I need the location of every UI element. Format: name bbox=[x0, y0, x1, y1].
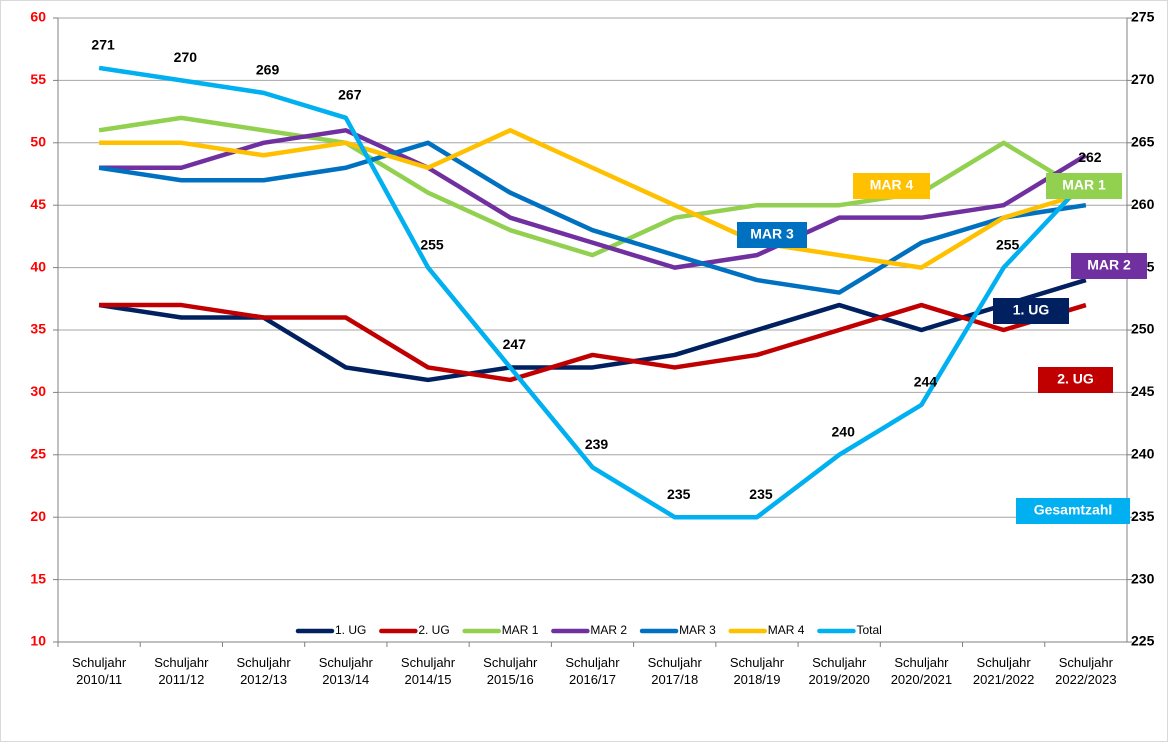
y-tick-label: 45 bbox=[30, 196, 46, 212]
y2-tick-label: 265 bbox=[1131, 134, 1155, 150]
y-tick-label: 30 bbox=[30, 383, 46, 399]
legend-label: 1. UG bbox=[335, 623, 366, 637]
x-tick-label: Schuljahr 2010/11 bbox=[72, 655, 127, 687]
annotation-text: MAR 3 bbox=[750, 226, 794, 242]
y2-tick-label: 230 bbox=[1131, 570, 1155, 586]
data-label: 269 bbox=[256, 62, 280, 78]
annotation-box bbox=[1071, 253, 1147, 279]
y2-tick-label: 225 bbox=[1131, 633, 1155, 649]
annotation-text: 2. UG bbox=[1057, 371, 1094, 387]
annotation-text: MAR 1 bbox=[1062, 177, 1106, 193]
y-tick-label: 55 bbox=[30, 71, 46, 87]
data-label: 255 bbox=[996, 236, 1020, 252]
data-label: 244 bbox=[914, 374, 938, 390]
annotation-box bbox=[993, 298, 1069, 324]
x-tick-label: Schuljahr 2014/15 bbox=[400, 655, 456, 687]
series-line bbox=[98, 140, 1087, 295]
data-label: 235 bbox=[667, 486, 691, 502]
y-tick-label: 50 bbox=[30, 134, 46, 150]
data-label: 270 bbox=[174, 49, 198, 65]
data-label: 240 bbox=[832, 424, 856, 440]
data-label: 247 bbox=[503, 336, 527, 352]
annotation-box bbox=[1016, 498, 1130, 524]
y2-tick-label: 235 bbox=[1131, 508, 1155, 524]
legend-label: MAR 3 bbox=[679, 623, 716, 637]
x-tick-label: Schuljahr 2021/2022 bbox=[972, 655, 1035, 687]
legend-label: MAR 2 bbox=[590, 623, 627, 637]
x-tick-label: Schuljahr 2018/19 bbox=[729, 655, 785, 687]
series-line bbox=[99, 128, 1088, 270]
data-label: 239 bbox=[585, 436, 609, 452]
y-tick-label: 40 bbox=[30, 258, 46, 274]
y-tick-label: 25 bbox=[30, 446, 46, 462]
annotation-box bbox=[1046, 173, 1122, 199]
y-tick-label: 60 bbox=[30, 9, 46, 25]
annotation-text: 1. UG bbox=[1013, 302, 1050, 318]
y2-tick-label: 260 bbox=[1131, 196, 1155, 212]
data-label: 267 bbox=[338, 87, 362, 103]
series-line bbox=[98, 65, 1088, 520]
legend-label: 2. UG bbox=[418, 623, 449, 637]
y-tick-label: 15 bbox=[30, 570, 46, 586]
series-line bbox=[99, 302, 1087, 383]
x-tick-label: Schuljahr 2011/12 bbox=[154, 655, 209, 687]
y2-tick-label: 240 bbox=[1131, 446, 1155, 462]
x-tick-label: Schuljahr 2013/14 bbox=[318, 655, 373, 687]
y-tick-label: 10 bbox=[30, 633, 46, 649]
data-label: 255 bbox=[420, 236, 444, 252]
y2-tick-label: 250 bbox=[1131, 321, 1155, 337]
annotation-text: MAR 4 bbox=[870, 177, 914, 193]
x-tick-label: Schuljahr 2019/2020 bbox=[808, 655, 870, 687]
x-tick-label: Schuljahr 2016/17 bbox=[565, 655, 620, 687]
annotation-box bbox=[737, 222, 807, 248]
legend-label: Total bbox=[856, 623, 881, 637]
y2-tick-label: 270 bbox=[1131, 71, 1155, 87]
x-tick-label: Schuljahr 2022/2023 bbox=[1055, 655, 1117, 687]
annotation-box bbox=[1038, 367, 1113, 393]
legend-label: MAR 1 bbox=[502, 623, 539, 637]
series-line bbox=[98, 115, 1088, 258]
x-tick-label: Schuljahr 2017/18 bbox=[647, 655, 702, 687]
annotation-text: Gesamtzahl bbox=[1034, 502, 1113, 518]
y2-tick-label: 245 bbox=[1131, 383, 1155, 399]
x-tick-label: Schuljahr 2015/16 bbox=[483, 655, 538, 687]
series-line bbox=[99, 128, 1087, 270]
data-label: 235 bbox=[749, 486, 773, 502]
legend-label: MAR 4 bbox=[768, 623, 805, 637]
x-tick-label: Schuljahr 2012/13 bbox=[236, 655, 291, 687]
annotation-box bbox=[853, 173, 930, 199]
data-label: 262 bbox=[1078, 149, 1102, 165]
data-label: 271 bbox=[91, 37, 115, 53]
y-tick-label: 35 bbox=[30, 321, 46, 337]
annotation-text: MAR 2 bbox=[1087, 257, 1131, 273]
y-tick-label: 20 bbox=[30, 508, 46, 524]
x-tick-label: Schuljahr 2020/2021 bbox=[890, 655, 953, 687]
y2-tick-label: 275 bbox=[1131, 9, 1155, 25]
